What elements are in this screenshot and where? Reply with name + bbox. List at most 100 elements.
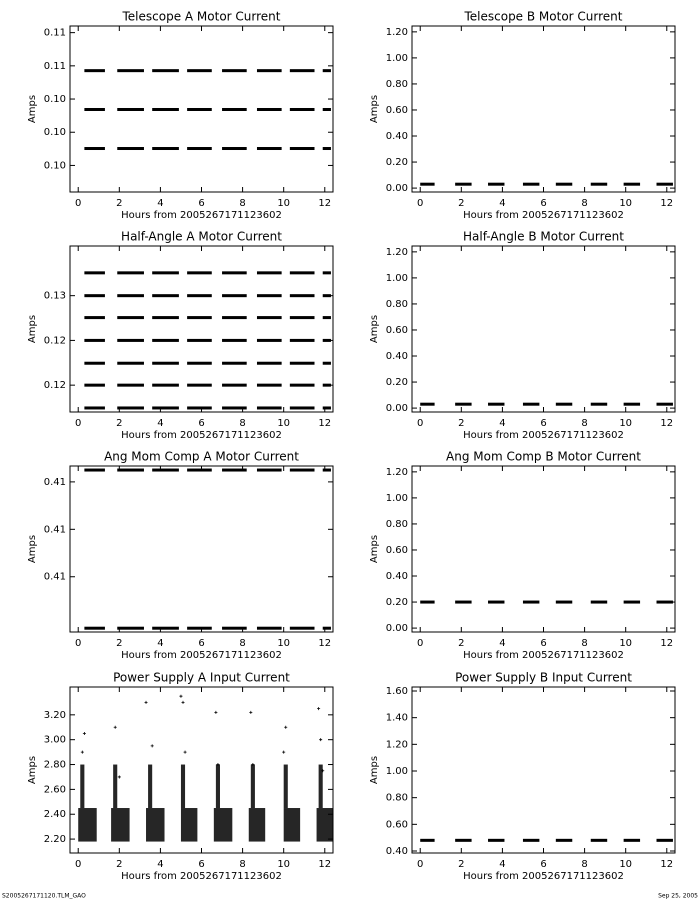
x-tick-label: 2 [116, 418, 122, 429]
y-tick-label: 1.20 [386, 27, 408, 38]
point-cluster [248, 808, 266, 842]
y-tick-label: 0.40 [386, 846, 408, 857]
data-dash [289, 294, 315, 298]
x-tick-label: 6 [198, 638, 204, 649]
y-tick-label: 0.80 [386, 519, 408, 530]
data-dash [84, 294, 105, 298]
data-point [214, 710, 218, 714]
x-tick-label: 8 [581, 638, 587, 649]
data-dash [488, 182, 505, 186]
x-tick-label: 8 [239, 859, 245, 870]
y-tick-label: 1.00 [386, 53, 408, 64]
data-dash [322, 271, 331, 275]
y-tick-label: 0.60 [386, 545, 408, 556]
x-axis-label: Hours from 2005267171123602 [121, 650, 282, 661]
data-dash [117, 147, 144, 151]
data-dash [322, 107, 331, 111]
x-tick-label: 4 [157, 638, 163, 649]
y-tick-label: 0.20 [386, 157, 408, 168]
y-tick-label: 0.10 [44, 160, 66, 171]
x-tick-label: 12 [318, 418, 331, 429]
y-tick-label: 0.60 [386, 819, 408, 830]
x-tick-label: 10 [619, 418, 632, 429]
data-dash [289, 361, 315, 365]
data-dash [623, 600, 641, 604]
data-dash [117, 406, 144, 410]
data-dash [289, 468, 315, 472]
data-point [82, 731, 86, 735]
data-dash [322, 361, 331, 365]
data-point [251, 763, 255, 767]
point-cluster [283, 764, 288, 809]
y-tick-label: 0.20 [386, 597, 408, 608]
data-dash [152, 383, 179, 387]
data-dash [555, 838, 573, 842]
data-dash [256, 271, 282, 275]
data-dash [455, 600, 472, 604]
data-dash [656, 402, 673, 406]
y-tick-label: 1.20 [386, 467, 408, 478]
data-dash [488, 600, 505, 604]
data-dash [152, 271, 179, 275]
data-dash [322, 468, 331, 472]
data-dash [289, 383, 315, 387]
data-dash [289, 316, 315, 320]
x-axis-label: Hours from 2005267171123602 [463, 430, 624, 441]
data-dash [187, 626, 212, 630]
data-dash [256, 147, 282, 151]
data-dash [117, 468, 144, 472]
x-tick-label: 12 [660, 198, 673, 209]
data-point [150, 744, 154, 748]
data-dash [222, 69, 247, 73]
point-cluster [283, 808, 301, 842]
x-tick-label: 4 [499, 859, 505, 870]
y-axis-label: Amps [27, 535, 38, 563]
x-tick-label: 2 [116, 859, 122, 870]
data-point [181, 700, 185, 704]
y-tick-label: 0.12 [44, 335, 66, 346]
x-tick-label: 2 [458, 198, 464, 209]
point-cluster [78, 808, 97, 842]
chart-title: Power Supply B Input Current [455, 671, 632, 685]
data-dash [322, 294, 331, 298]
y-tick-label: 0.11 [44, 28, 66, 39]
chart-title: Ang Mom Comp B Motor Current [446, 450, 641, 464]
data-point [284, 725, 288, 729]
data-dash [117, 361, 144, 365]
data-point [113, 725, 117, 729]
point-cluster [80, 764, 85, 809]
point-cluster [148, 764, 153, 809]
data-dash [152, 406, 179, 410]
data-dash [256, 468, 282, 472]
x-tick-label: 2 [458, 418, 464, 429]
data-dash [84, 626, 105, 630]
x-tick-label: 6 [540, 198, 546, 209]
point-cluster [113, 764, 118, 809]
chart-title: Telescope A Motor Current [122, 10, 281, 24]
data-dash [222, 626, 247, 630]
data-dash [522, 182, 540, 186]
chart-title: Half-Angle B Motor Current [463, 230, 624, 244]
data-dash [152, 294, 179, 298]
y-tick-label: 0.12 [44, 380, 66, 391]
y-tick-label: 1.20 [386, 247, 408, 258]
data-point [183, 750, 187, 754]
data-dash [152, 338, 179, 342]
x-tick-label: 12 [318, 859, 331, 870]
data-dash [420, 838, 435, 842]
x-tick-label: 4 [157, 859, 163, 870]
y-tick-label: 2.60 [44, 784, 66, 795]
data-dash [84, 107, 105, 111]
data-dash [222, 468, 247, 472]
y-tick-label: 0.41 [44, 572, 66, 583]
y-tick-label: 0.60 [386, 325, 408, 336]
data-dash [84, 338, 105, 342]
x-tick-label: 4 [499, 418, 505, 429]
y-tick-label: 0.11 [44, 61, 66, 72]
data-dash [289, 69, 315, 73]
x-axis-label: Hours from 2005267171123602 [463, 210, 624, 221]
x-tick-label: 8 [581, 859, 587, 870]
data-dash [117, 338, 144, 342]
data-dash [623, 402, 641, 406]
y-tick-label: 3.00 [44, 735, 66, 746]
